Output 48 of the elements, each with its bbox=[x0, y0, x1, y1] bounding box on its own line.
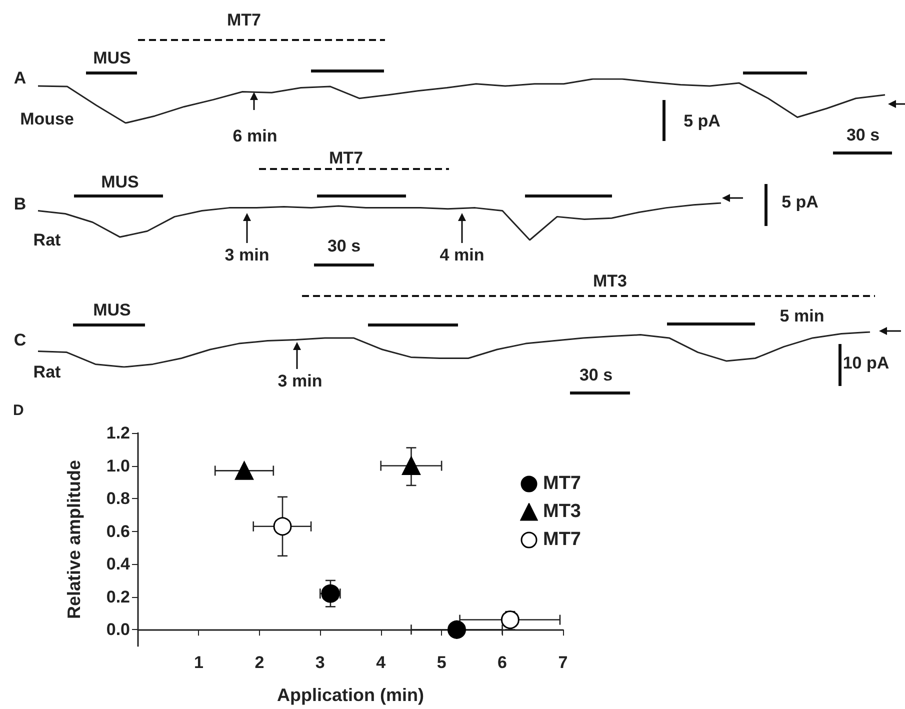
text: 30 s bbox=[846, 126, 880, 144]
chart-title: D bbox=[13, 402, 24, 419]
annotation: 30 s bbox=[327, 236, 361, 256]
x-tick-label: 2 bbox=[254, 653, 264, 672]
text: 3 min bbox=[224, 246, 270, 264]
y-tick-label: 0.4 bbox=[106, 554, 131, 574]
text: 4 min bbox=[440, 246, 484, 264]
legend-label: MT7 bbox=[543, 529, 581, 551]
text: 3 min bbox=[278, 372, 322, 390]
y-tick-label: 1.0 bbox=[106, 456, 130, 476]
y-tick-label: 0.8 bbox=[106, 489, 130, 508]
text: MUS bbox=[93, 48, 131, 68]
x-tick-label: 4 bbox=[376, 653, 386, 672]
annotation: Rat bbox=[33, 230, 61, 250]
annotation: Rat bbox=[33, 362, 61, 382]
legend-label: MT3 bbox=[543, 501, 581, 523]
point bbox=[235, 461, 254, 480]
y-tick-label: 1.2 bbox=[106, 424, 130, 442]
point bbox=[273, 517, 292, 536]
x-tick-label: 6 bbox=[498, 653, 508, 672]
text: 5 pA bbox=[782, 192, 818, 212]
x-tick-label: 5 bbox=[436, 653, 446, 672]
chart-title: B bbox=[14, 194, 26, 214]
point bbox=[448, 620, 466, 639]
annotation: 30 s bbox=[579, 366, 613, 384]
y-tick-label: 0.2 bbox=[106, 587, 130, 606]
y-tick-label: 0.6 bbox=[106, 522, 130, 541]
annotation: 10 pA bbox=[842, 354, 890, 372]
point bbox=[402, 456, 420, 476]
annotation: 5 pA bbox=[684, 112, 720, 130]
x-tick-label: 3 bbox=[315, 653, 325, 672]
chart-title: C bbox=[14, 330, 26, 350]
text: 6 min bbox=[232, 126, 278, 146]
text: 5 min bbox=[780, 306, 824, 326]
text: MUS bbox=[101, 172, 139, 192]
y-tick-label: 0.0 bbox=[106, 620, 130, 640]
text: MT3 bbox=[593, 272, 627, 290]
text: MUS bbox=[93, 300, 131, 320]
chart-title: A bbox=[14, 68, 26, 88]
text: MT7 bbox=[329, 148, 363, 168]
y-axis-title: Relative amplitude bbox=[64, 460, 84, 620]
x-tick-label: 1 bbox=[194, 653, 204, 672]
x-axis-title: Application (min) bbox=[277, 685, 424, 705]
text: MT7 bbox=[227, 10, 261, 30]
legend-label: MT7 bbox=[543, 473, 581, 495]
x-tick-label: 7 bbox=[558, 653, 568, 672]
annotation: Mouse bbox=[20, 110, 74, 128]
point bbox=[321, 584, 340, 603]
